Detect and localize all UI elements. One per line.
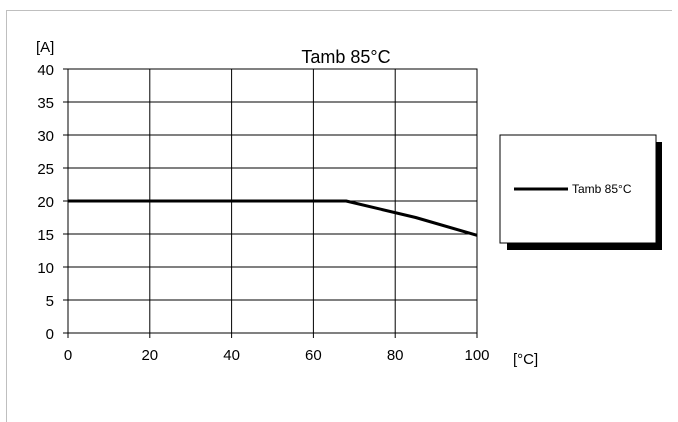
chart-title: Tamb 85°C [301,47,390,67]
x-tick-label-2: 40 [223,347,240,364]
y-axis-ticks: 0 5 10 15 20 25 30 35 40 [37,62,68,343]
y-tick-label-4: 20 [37,194,54,211]
series-line-0 [68,199,478,237]
x-axis-label: [°C] [513,351,538,368]
y-tick-label-8: 40 [37,62,54,79]
x-tick-label-5: 100 [464,347,489,364]
y-axis-label: [A] [36,39,54,56]
series-layer [67,199,478,237]
x-tick-label-1: 20 [141,347,158,364]
chart-frame [6,10,672,422]
y-tick-label-2: 10 [37,260,54,277]
x-tick-label-4: 80 [387,347,404,364]
y-tick-label-5: 25 [37,161,54,178]
y-tick-label-1: 5 [46,293,54,310]
y-tick-label-6: 30 [37,128,54,145]
x-axis-ticks: 0 20 40 60 80 100 [64,333,490,364]
legend: Tamb 85°C [499,134,662,250]
y-tick-label-3: 15 [37,227,54,244]
x-tick-label-0: 0 [64,347,72,364]
y-tick-label-0: 0 [46,326,54,343]
y-tick-label-7: 35 [37,95,54,112]
legend-label-tamb-85: Tamb 85°C [572,182,632,196]
x-tick-label-3: 60 [305,347,322,364]
